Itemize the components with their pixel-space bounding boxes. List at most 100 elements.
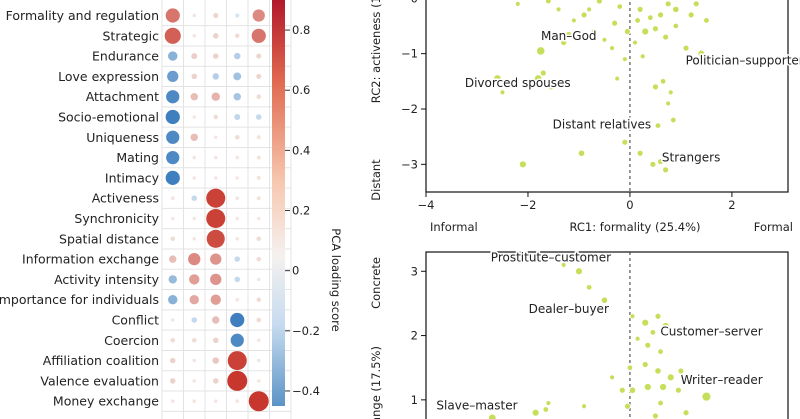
data-point xyxy=(674,386,682,394)
loading-dot xyxy=(191,317,198,323)
data-point xyxy=(628,386,637,394)
colorbar: 0.8 0.6 0.4 0.2 0 −0.2 −0.4 PCA loading score xyxy=(272,0,343,406)
data-point xyxy=(542,406,550,413)
data-point xyxy=(657,399,664,407)
loading-dot xyxy=(192,176,197,180)
data-point xyxy=(514,0,521,7)
data-point xyxy=(672,22,680,30)
loading-dot xyxy=(189,295,199,305)
data-point xyxy=(649,329,657,336)
loading-dot xyxy=(256,358,261,363)
data-point xyxy=(547,83,555,91)
plot-frame-2 xyxy=(425,251,789,419)
data-point xyxy=(639,53,646,60)
heatmap-grid xyxy=(161,0,292,419)
data-point xyxy=(641,27,650,36)
colorbar-tick-label: 0.6 xyxy=(292,83,310,97)
loading-dot xyxy=(167,70,179,83)
loading-dot xyxy=(168,51,178,61)
loading-dot xyxy=(213,155,218,160)
data-point xyxy=(600,296,609,304)
data-point xyxy=(634,17,641,24)
data-point xyxy=(586,6,593,13)
data-point xyxy=(575,267,583,276)
data-point xyxy=(545,400,552,406)
loading-dot xyxy=(256,216,261,221)
data-point xyxy=(659,383,667,391)
data-point xyxy=(623,28,631,35)
data-point xyxy=(623,402,631,410)
loading-dot xyxy=(233,72,242,81)
loading-dot xyxy=(235,237,240,241)
data-point xyxy=(618,386,626,394)
row-label: Strategic xyxy=(102,28,159,43)
data-point xyxy=(682,409,690,417)
data-point xyxy=(533,74,543,83)
scatter-points-2 xyxy=(488,261,712,419)
loading-dot xyxy=(191,338,197,343)
loading-dot xyxy=(248,391,269,412)
data-point xyxy=(682,44,690,52)
loading-dot xyxy=(235,216,240,221)
loading-dot xyxy=(192,13,197,18)
scatter-annotations-2: Prostitute–customer Dealer–buyer Customer–… xyxy=(435,249,764,414)
data-point xyxy=(636,5,644,13)
loading-dot xyxy=(169,378,176,384)
loading-dot xyxy=(252,9,265,22)
row-label: Uniqueness xyxy=(86,130,159,145)
data-point xyxy=(585,284,593,291)
x-tick-label: 2 xyxy=(728,198,735,212)
point-annotation: Slave–master xyxy=(436,399,517,413)
data-point xyxy=(590,28,598,35)
data-point xyxy=(565,31,572,38)
plot-frame xyxy=(425,0,789,193)
data-point xyxy=(652,83,659,91)
x-tick-label: 0 xyxy=(626,198,633,212)
loading-dot xyxy=(170,318,175,322)
row-label: Socio-emotional xyxy=(58,110,159,125)
data-point xyxy=(547,33,555,41)
data-point xyxy=(657,158,664,165)
loading-dot xyxy=(256,256,262,262)
data-point xyxy=(536,46,546,56)
x-low-label: Informal xyxy=(430,220,478,234)
data-point xyxy=(609,45,615,52)
formality-activeness-scatter: Officer–soldierMan–GodPolitician–support… xyxy=(369,0,800,234)
loading-dot xyxy=(192,358,197,363)
loading-dot xyxy=(170,216,175,221)
data-point xyxy=(692,0,700,8)
point-annotation: Customer–server xyxy=(660,325,762,339)
data-point xyxy=(667,89,674,96)
row-label: Money exchange xyxy=(53,394,159,409)
loading-dot xyxy=(206,188,226,208)
data-point xyxy=(609,374,615,381)
loading-dot xyxy=(190,133,198,142)
y-tick-label: −1 xyxy=(401,47,418,61)
loading-dot xyxy=(165,109,180,125)
data-point xyxy=(649,160,657,168)
loading-dot xyxy=(210,273,222,286)
loading-dot xyxy=(256,53,262,59)
data-point xyxy=(499,89,506,96)
loading-dot xyxy=(212,73,219,80)
loading-dot xyxy=(234,52,241,60)
loading-dot xyxy=(227,370,248,391)
loading-dot xyxy=(235,399,240,404)
loading-dot xyxy=(165,170,180,186)
data-point xyxy=(539,69,547,77)
data-point xyxy=(697,49,706,58)
data-point xyxy=(636,149,644,157)
data-point xyxy=(641,318,650,327)
point-annotation: Strangers xyxy=(662,151,720,165)
data-point xyxy=(580,11,588,19)
row-label: Activity intensity xyxy=(54,272,160,287)
loading-dot xyxy=(210,294,221,305)
data-point xyxy=(632,39,638,46)
loading-dot xyxy=(206,208,226,229)
row-label: Attachment xyxy=(86,89,159,104)
loading-dot xyxy=(234,135,240,140)
data-point xyxy=(652,25,659,33)
x-tick-label: −2 xyxy=(519,198,536,212)
data-point xyxy=(665,100,672,107)
